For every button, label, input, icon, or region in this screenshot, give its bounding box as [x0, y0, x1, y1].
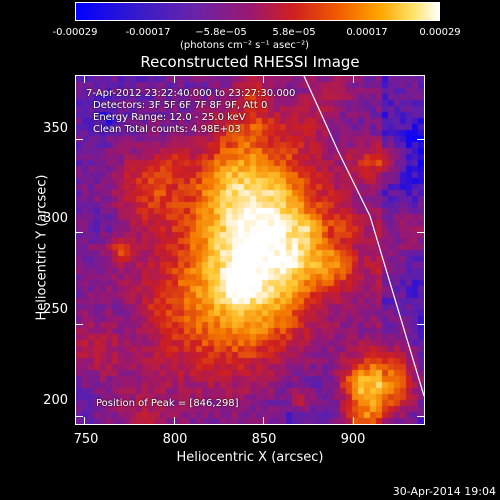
y-major-tick [75, 231, 83, 233]
x-major-tick-top [83, 75, 85, 83]
y-major-tick-right [417, 231, 425, 233]
y-major-tick [75, 139, 83, 141]
info-detectors: Detectors: 3F 5F 6F 7F 8F 9F, Att 0 [93, 100, 268, 111]
x-tick-label: 800 [162, 432, 188, 447]
colorbar-tick-label: 5.8e−05 [272, 27, 316, 38]
info-clean-counts: Clean Total counts: 4.98E+03 [93, 124, 241, 135]
colorbar [75, 2, 440, 21]
timestamp: 30-Apr-2014 19:04 [392, 485, 496, 498]
x-major-tick-top [173, 75, 175, 83]
peak-position-label: Position of Peak = [846,298] [96, 398, 239, 409]
x-major-tick-top [353, 75, 355, 83]
y-tick-label: 300 [43, 211, 68, 226]
x-major-tick [83, 417, 85, 425]
info-time-range: 7-Apr-2012 23:22:40.000 to 23:27:30.000 [86, 88, 296, 99]
y-major-tick [75, 415, 83, 417]
y-tick-label: 200 [43, 393, 68, 408]
colorbar-tick-label: 0.00029 [419, 27, 461, 38]
y-tick-label: 350 [43, 121, 68, 136]
limb-curve [303, 76, 424, 397]
chart-title: Reconstructed RHESSI Image [140, 53, 360, 71]
info-energy-range: Energy Range: 12.0 - 25.0 keV [93, 112, 246, 123]
x-axis-label: Heliocentric X (arcsec) [176, 450, 324, 465]
y-axis-label: Heliocentric Y (arcsec) [34, 174, 50, 321]
x-tick-label: 750 [73, 432, 99, 447]
y-tick-label: 250 [43, 302, 68, 317]
plot-area: 7-Apr-2012 23:22:40.000 to 23:27:30.000 … [75, 75, 425, 425]
colorbar-tick-label: -0.00029 [52, 27, 98, 38]
colorbar-units: (photons cm⁻² s⁻¹ asec⁻²) [180, 40, 310, 51]
colorbar-tick-label: 0.00017 [346, 27, 388, 38]
x-major-tick [173, 417, 175, 425]
y-major-tick-right [417, 323, 425, 325]
x-major-tick [263, 417, 265, 425]
heatmap-image [76, 76, 424, 424]
y-major-tick [75, 323, 83, 325]
x-major-tick-top [263, 75, 265, 83]
x-tick-label: 850 [251, 432, 277, 447]
solar-limb-line [303, 76, 424, 397]
x-tick-label: 900 [340, 432, 366, 447]
y-major-tick-right [417, 415, 425, 417]
x-major-tick [353, 417, 355, 425]
colorbar-tick-label: −5.8e−05 [195, 27, 247, 38]
colorbar-tick-label: -0.00017 [125, 27, 171, 38]
y-major-tick-right [417, 139, 425, 141]
